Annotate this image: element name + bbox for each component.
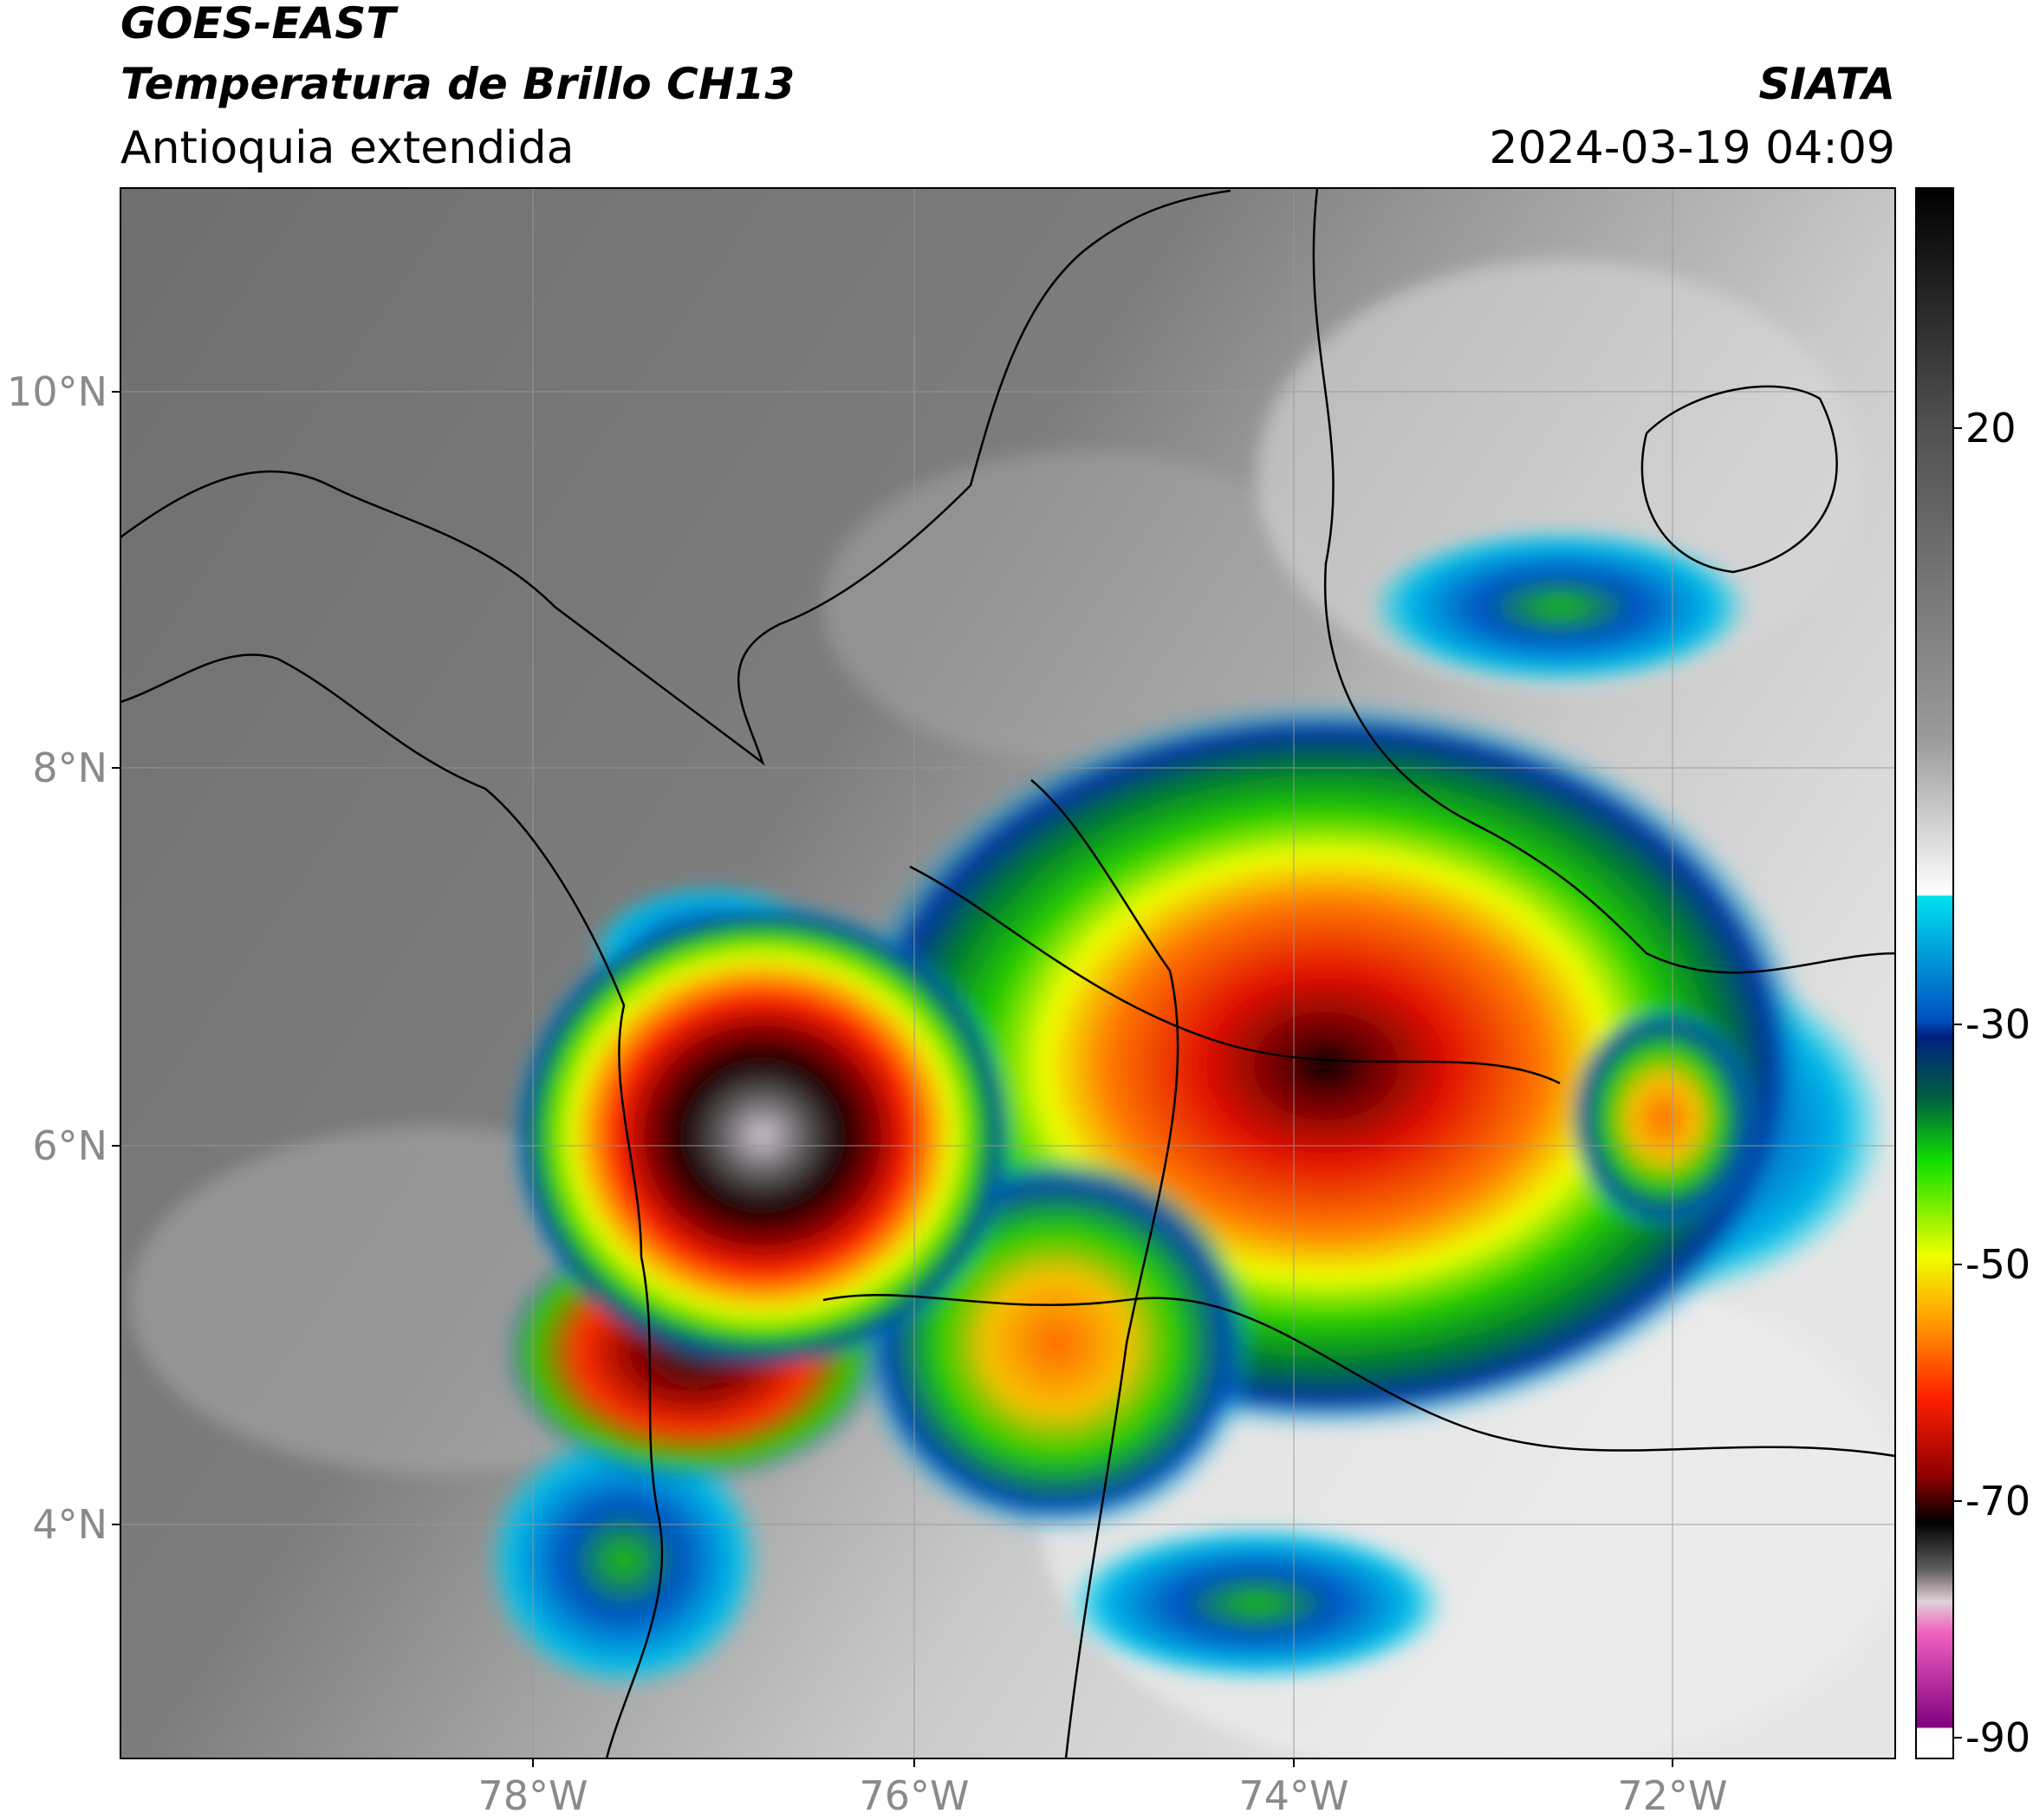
timestamp: 2024-03-19 04:09 <box>1489 122 1895 174</box>
graticule <box>120 188 1895 1758</box>
colorbar-label: -90 <box>1965 1714 2030 1761</box>
colorbar-label: -70 <box>1965 1478 2030 1524</box>
colorbar <box>1915 187 1954 1759</box>
lon-label: 78°W <box>477 1772 588 1819</box>
region: Antioquia extendida <box>120 122 575 174</box>
lon-label: 76°W <box>859 1772 969 1819</box>
satellite-image <box>120 188 1895 1758</box>
lat-label: 4°N <box>32 1501 107 1548</box>
colorbar-label: -30 <box>1965 1001 2030 1048</box>
lon-label: 72°W <box>1617 1772 1727 1819</box>
map-frame <box>120 187 1896 1759</box>
lat-label: 10°N <box>7 368 107 415</box>
lon-label: 74°W <box>1238 1772 1348 1819</box>
lat-label: 6°N <box>32 1122 107 1169</box>
colorbar-label: -50 <box>1965 1241 2030 1288</box>
title: GOES-EAST <box>120 0 399 49</box>
lat-label: 8°N <box>32 744 107 791</box>
borders <box>120 188 1895 1758</box>
colorbar-label: 20 <box>1965 405 2017 452</box>
axis-labels: 10°N 8°N 6°N 4°N 78°W 76°W 74°W 72°W 20 -30 -50 -70… <box>7 368 2030 1819</box>
source: SIATA <box>1759 59 1895 109</box>
subtitle: Temperatura de Brillo CH13 <box>120 59 795 109</box>
